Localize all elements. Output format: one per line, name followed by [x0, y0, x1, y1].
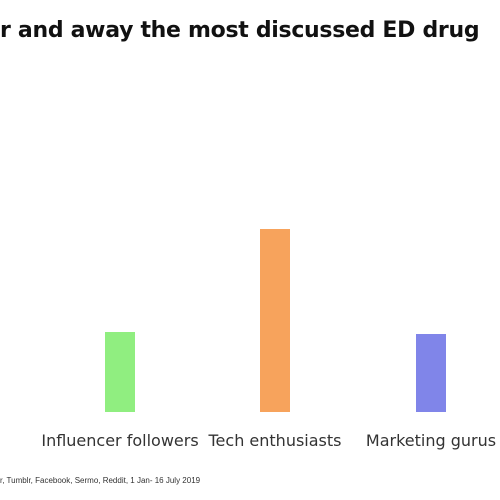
x-tick-label: Influencer followers	[41, 431, 198, 450]
source-note: r, Tumblr, Facebook, Sermo, Reddit, 1 Ja…	[0, 476, 201, 485]
chart-title: r and away the most discussed ED drug	[0, 18, 480, 43]
bar-marketing-gurus	[416, 334, 446, 412]
x-tick-label: Tech enthusiasts	[208, 431, 342, 450]
bar-influencer-followers	[105, 332, 135, 412]
x-tick-label: Marketing gurus	[366, 431, 496, 450]
bar-tech-enthusiasts	[260, 229, 290, 412]
